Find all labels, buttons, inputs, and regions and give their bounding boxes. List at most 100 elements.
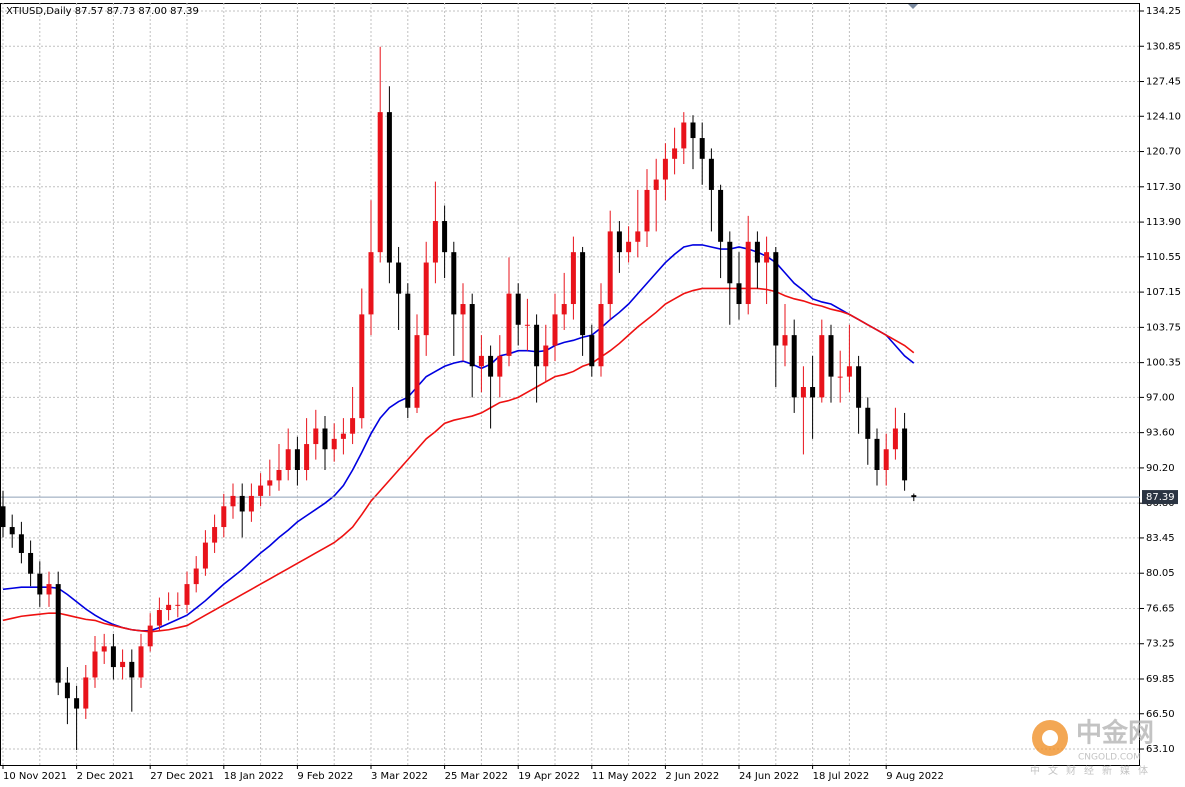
y-tick-label: 93.60	[1146, 428, 1175, 439]
candle-body	[396, 262, 402, 294]
candle-body	[534, 324, 540, 367]
candle-body	[911, 495, 917, 498]
y-tick-label: 63.10	[1146, 744, 1175, 755]
last-price-box	[1142, 490, 1178, 505]
candle-body	[55, 584, 61, 683]
candle-body	[782, 335, 788, 346]
x-tick-label: 18 Jan 2022	[224, 771, 284, 782]
candle-body	[662, 158, 668, 180]
x-tick-label: 3 Mar 2022	[371, 771, 428, 782]
y-tick-label: 69.85	[1146, 674, 1175, 685]
candle-body	[414, 335, 420, 408]
candle-body	[230, 495, 236, 507]
candle-body	[138, 646, 144, 678]
candle-body	[736, 283, 742, 305]
candle-body	[212, 527, 218, 543]
x-tick-label: 2 Jun 2022	[665, 771, 719, 782]
candle-body	[810, 387, 816, 398]
candle-body	[846, 366, 852, 377]
candle-body	[83, 677, 89, 709]
candle-body	[239, 495, 245, 512]
y-tick-label: 100.35	[1146, 358, 1181, 369]
candle-body	[828, 335, 834, 377]
candle-body	[294, 449, 300, 470]
x-tick-label: 9 Feb 2022	[297, 771, 353, 782]
candle-body	[727, 241, 733, 284]
candle-body	[754, 241, 760, 263]
candle-body	[699, 138, 705, 159]
y-tick-label: 76.65	[1146, 603, 1175, 614]
candle-body	[129, 661, 135, 678]
candle-body	[9, 527, 15, 535]
y-tick-label: 90.20	[1146, 463, 1175, 474]
candle-body	[589, 335, 595, 367]
watermark-slogan: 中文财经新媒体	[1030, 764, 1156, 777]
y-tick-label: 127.45	[1146, 77, 1181, 88]
candle-body	[340, 433, 346, 439]
candle-body	[0, 506, 6, 528]
candle-body	[359, 314, 365, 419]
candle-body	[580, 252, 586, 336]
candle-body	[672, 148, 678, 159]
candle-body	[423, 262, 429, 336]
y-tick-label: 120.70	[1146, 147, 1181, 158]
x-tick-label: 25 Mar 2022	[445, 771, 508, 782]
candle-body	[202, 542, 208, 569]
candle-body	[883, 449, 889, 470]
y-tick-label: 83.45	[1146, 533, 1175, 544]
watermark-site: CNGOLD.COM	[1078, 753, 1141, 763]
candle-body	[681, 122, 687, 149]
candle-body	[773, 252, 779, 346]
candle-body	[837, 376, 843, 378]
candle-body	[156, 610, 162, 626]
last-price-label: 87.39	[1146, 492, 1175, 503]
candle-body	[267, 480, 273, 486]
candle-body	[451, 252, 457, 315]
candle-body	[552, 314, 558, 346]
candle-body	[718, 189, 724, 242]
y-tick-label: 66.50	[1146, 709, 1175, 720]
candle-body	[166, 604, 172, 611]
candle-body	[322, 428, 328, 450]
candle-body	[285, 449, 291, 470]
candle-body	[184, 584, 190, 605]
y-tick-label: 97.00	[1146, 392, 1175, 403]
x-tick-label: 2 Dec 2021	[77, 771, 135, 782]
candle-body	[405, 293, 411, 408]
y-tick-label: 80.05	[1146, 568, 1175, 579]
candle-body	[644, 189, 650, 232]
y-tick-label: 110.55	[1146, 252, 1181, 263]
candle-body	[478, 355, 484, 367]
candle-body	[874, 438, 880, 470]
candle-body	[524, 324, 530, 326]
marks	[0, 46, 1140, 751]
candle-body	[561, 304, 567, 315]
candle-body	[607, 231, 613, 305]
candle-body	[304, 444, 310, 470]
candle-body	[377, 112, 383, 253]
y-tick-label: 103.75	[1146, 322, 1181, 333]
candle-body	[543, 345, 549, 367]
moving-average-line	[2, 287, 915, 633]
y-tick-label: 134.25	[1146, 6, 1181, 17]
candle-body	[92, 651, 98, 678]
y-tick-label: 73.25	[1146, 639, 1175, 650]
candle-body	[368, 252, 374, 315]
moving-average-line	[2, 244, 915, 632]
candle-body	[626, 241, 632, 253]
x-tick-label: 10 Nov 2021	[3, 771, 67, 782]
candle-body	[432, 221, 438, 263]
x-tick-label: 11 May 2022	[592, 771, 657, 782]
candle-body	[764, 252, 770, 263]
grid	[1, 3, 1140, 765]
candle-body	[460, 304, 466, 315]
candle-body	[598, 304, 604, 367]
candle-body	[653, 179, 659, 190]
candle-body	[515, 293, 521, 325]
candle-body	[386, 112, 392, 263]
y-tick-label: 130.85	[1146, 41, 1181, 52]
candle-body	[690, 122, 696, 139]
candle-body	[350, 418, 356, 434]
candle-body	[819, 335, 825, 398]
